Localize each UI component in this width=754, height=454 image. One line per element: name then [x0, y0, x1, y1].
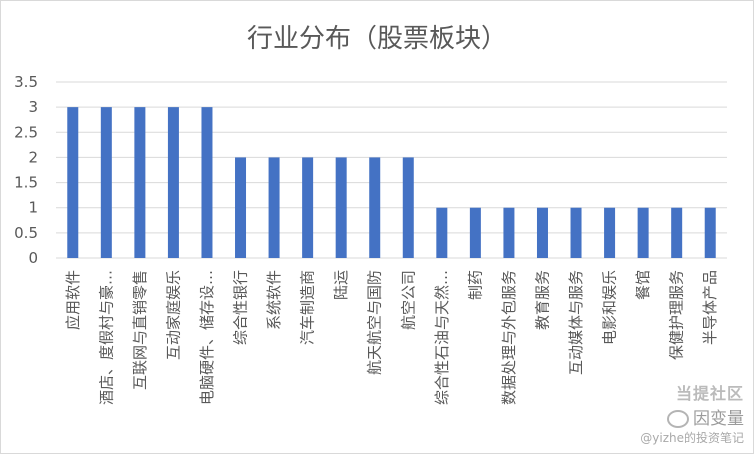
- bar: [436, 207, 448, 258]
- bar: [201, 107, 213, 259]
- x-tick-label: 电脑硬件、储存设…: [198, 270, 216, 405]
- x-tick-label: 综合性银行: [232, 270, 250, 345]
- bar: [100, 107, 112, 259]
- bar: [134, 107, 146, 259]
- y-tick-label: 3.5: [14, 73, 38, 91]
- bar: [503, 207, 515, 258]
- x-tick-label: 制药: [466, 270, 484, 300]
- bar: [469, 207, 481, 258]
- bar: [369, 157, 381, 258]
- x-tick-label: 汽车制造商: [299, 270, 317, 345]
- watermark-brand-text: 因变量: [693, 409, 744, 429]
- watermark-community: 当提社区: [675, 384, 744, 403]
- bar: [302, 157, 314, 258]
- x-tick-label: 系统软件: [265, 270, 283, 330]
- y-tick-label: 1.5: [14, 174, 38, 192]
- bar: [402, 157, 414, 258]
- wechat-logo-icon: [667, 410, 689, 428]
- y-tick-label: 0: [28, 249, 38, 267]
- bar: [704, 207, 716, 258]
- x-tick-label: 电影和娱乐: [601, 270, 619, 345]
- y-tick-label: 3: [28, 98, 38, 116]
- y-tick-label: 2: [28, 148, 38, 166]
- watermark-author: @yizhe的投资笔记: [640, 431, 744, 445]
- bar: [536, 207, 548, 258]
- x-tick-label: 陆运: [332, 270, 350, 300]
- x-tick-label: 航天航空与国防: [366, 270, 384, 375]
- x-tick-label: 半导体产品: [701, 270, 719, 345]
- bar: [235, 157, 247, 258]
- y-tick-label: 2.5: [14, 123, 38, 141]
- x-tick-label: 应用软件: [64, 270, 82, 330]
- x-tick-label: 互动媒体与服务: [567, 270, 585, 375]
- y-tick-label: 1: [28, 199, 38, 217]
- bar: [268, 157, 280, 258]
- y-tick-label: 0.5: [14, 224, 38, 242]
- x-tick-label: 航空公司: [399, 270, 417, 330]
- chart-title: 行业分布（股票板块）: [246, 24, 507, 54]
- bar: [67, 107, 79, 259]
- bar: [335, 157, 347, 258]
- x-tick-label: 综合性石油与天然…: [433, 270, 451, 405]
- x-tick-label: 数据处理与外包服务: [500, 270, 518, 405]
- x-tick-label: 互动家庭娱乐: [164, 270, 182, 360]
- x-tick-label: 保健护理服务: [668, 270, 686, 360]
- watermark-brand: 因变量: [640, 404, 744, 429]
- x-tick-label: 酒店、度假村与豪…: [97, 270, 115, 405]
- bar: [604, 207, 616, 258]
- x-tick-label: 餐馆: [634, 270, 652, 300]
- bar: [671, 207, 683, 258]
- bar: [167, 107, 179, 259]
- watermark: 当提社区 因变量 @yizhe的投资笔记: [640, 380, 744, 446]
- bar: [570, 207, 582, 258]
- bar: [637, 207, 649, 258]
- x-tick-label: 互联网与直销零售: [131, 270, 149, 390]
- x-tick-label: 教育服务: [533, 270, 551, 330]
